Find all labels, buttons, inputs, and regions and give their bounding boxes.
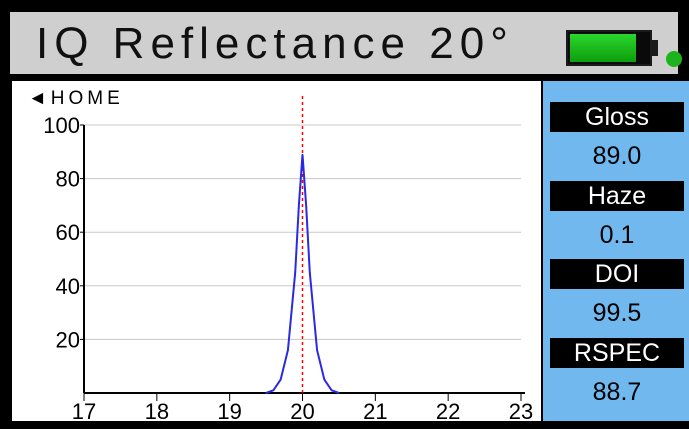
haze-label: Haze xyxy=(550,181,684,211)
x-tick-label: 19 xyxy=(217,399,241,424)
data-point xyxy=(265,392,267,394)
y-tick-label: 20 xyxy=(56,327,80,352)
x-tick-label: 20 xyxy=(290,399,314,424)
data-point xyxy=(331,389,333,391)
x-tick-label: 18 xyxy=(145,399,169,424)
data-point xyxy=(298,204,300,206)
x-tick-label: 23 xyxy=(509,399,533,424)
doi-label: DOI xyxy=(550,259,684,289)
doi-value: 99.5 xyxy=(592,299,642,327)
y-tick-label: 40 xyxy=(56,274,80,299)
x-tick-label: 22 xyxy=(436,399,460,424)
page-title: IQ Reflectance 20° xyxy=(36,19,514,68)
data-point xyxy=(309,271,311,273)
gloss-label: Gloss xyxy=(550,102,684,132)
data-point xyxy=(301,153,304,156)
rspec-label: RSPEC xyxy=(550,338,684,368)
data-point xyxy=(338,392,340,394)
data-point xyxy=(316,349,318,351)
y-tick-label: 80 xyxy=(56,167,80,192)
status-led-icon xyxy=(666,51,682,67)
y-tick-label: 60 xyxy=(56,220,80,245)
y-tick-label: 100 xyxy=(43,113,80,138)
data-point xyxy=(305,204,307,206)
x-tick-label: 17 xyxy=(72,399,96,424)
data-point xyxy=(287,349,289,351)
data-point xyxy=(294,271,296,273)
reflectance-curve xyxy=(265,154,340,394)
battery-level xyxy=(570,34,637,62)
gloss-value: 89.0 xyxy=(592,142,642,170)
data-point xyxy=(272,389,274,391)
data-point xyxy=(280,379,282,381)
haze-value: 0.1 xyxy=(599,221,635,249)
chart-area xyxy=(12,81,541,421)
home-button[interactable]: ◄HOME xyxy=(28,88,124,109)
data-point xyxy=(323,379,325,381)
measurement-panel xyxy=(543,81,689,421)
battery-icon xyxy=(566,30,658,70)
rspec-value: 88.7 xyxy=(592,378,642,406)
x-tick-label: 21 xyxy=(363,399,387,424)
